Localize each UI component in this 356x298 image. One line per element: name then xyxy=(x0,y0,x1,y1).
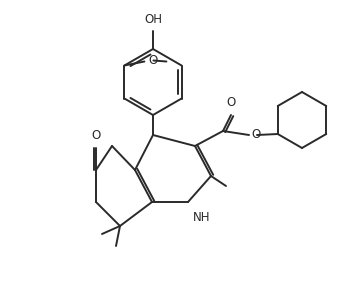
Text: OH: OH xyxy=(144,13,162,26)
Text: O: O xyxy=(91,129,101,142)
Text: O: O xyxy=(148,54,158,67)
Text: O: O xyxy=(251,128,260,142)
Text: NH: NH xyxy=(193,211,210,224)
Text: O: O xyxy=(226,96,236,109)
